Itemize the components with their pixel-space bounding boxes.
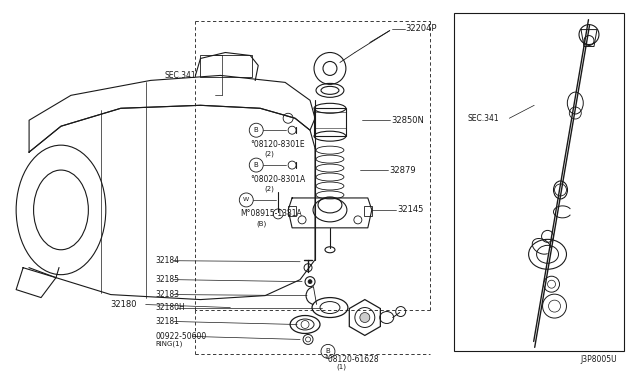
Text: (2): (2) — [264, 151, 274, 157]
Text: 32181: 32181 — [156, 317, 179, 326]
Text: SEC.341: SEC.341 — [467, 114, 499, 123]
Text: 00922-50600: 00922-50600 — [156, 332, 207, 341]
Text: 32180: 32180 — [111, 300, 138, 309]
Text: °08120-8301E: °08120-8301E — [250, 140, 305, 149]
Bar — [314, 108, 346, 136]
Bar — [454, 13, 624, 352]
Text: RING(1): RING(1) — [156, 340, 183, 347]
Circle shape — [308, 280, 312, 283]
Text: SEC.341: SEC.341 — [165, 71, 196, 80]
Text: °08120-61628: °08120-61628 — [324, 355, 379, 364]
Text: B: B — [254, 162, 259, 168]
Text: B: B — [326, 349, 330, 355]
Text: 32879: 32879 — [390, 166, 417, 174]
Text: 32185: 32185 — [156, 275, 180, 284]
Text: 32184: 32184 — [156, 256, 180, 265]
Text: °08020-8301A: °08020-8301A — [250, 174, 305, 183]
Circle shape — [360, 312, 370, 323]
Text: J3P8005U: J3P8005U — [580, 355, 617, 364]
Bar — [364, 206, 372, 216]
Text: M°08915-1381A: M°08915-1381A — [240, 209, 302, 218]
Text: W: W — [243, 198, 250, 202]
Text: B: B — [254, 127, 259, 133]
Bar — [288, 206, 296, 216]
Text: 32183: 32183 — [156, 290, 180, 299]
Text: (2): (2) — [264, 186, 274, 192]
Text: 32145: 32145 — [397, 205, 424, 214]
Text: 32204P: 32204P — [406, 24, 437, 33]
Text: (B): (B) — [256, 221, 266, 227]
Text: 32850N: 32850N — [392, 116, 424, 125]
Text: (1): (1) — [336, 363, 346, 369]
Bar — [200, 55, 252, 77]
Text: 32180H: 32180H — [156, 303, 186, 312]
